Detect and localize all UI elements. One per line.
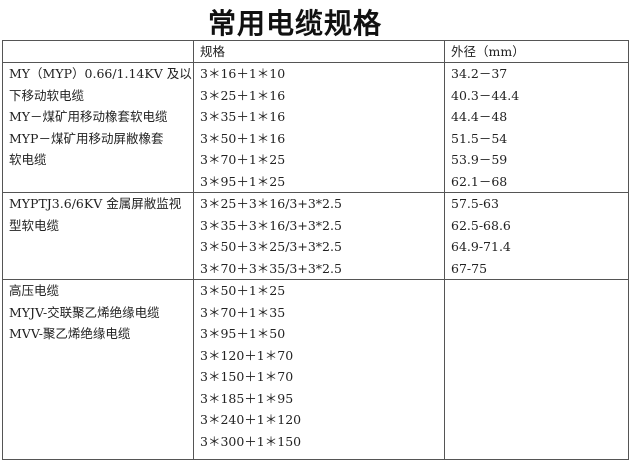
diameter-line: 57.5-63 bbox=[451, 196, 499, 211]
cable-type-line: 下移动软电缆 bbox=[9, 87, 85, 103]
spec-line: 3＊25＋3＊16/3+3*2.5 bbox=[200, 196, 342, 211]
spec-line: 3＊185＋1＊95 bbox=[200, 390, 294, 406]
diameter-line: 40.3－44.4 bbox=[451, 87, 520, 103]
spec-line: 3＊50＋1＊25 bbox=[200, 283, 286, 298]
header-row: 规格 外径（mm） bbox=[2, 40, 629, 63]
diameter-cell bbox=[444, 279, 629, 460]
spec-line: 3＊25＋1＊16 bbox=[200, 87, 286, 103]
spec-cell: 3＊50＋1＊25 3＊70＋1＊35 3＊95＋1＊50 3＊120＋1＊70 3＊1… bbox=[193, 279, 445, 460]
cable-type-cell: MYPTJ3.6/6KV 金属屏敝监视 型软电缆 bbox=[2, 192, 194, 280]
spec-line: 3＊240＋1＊120 bbox=[200, 412, 302, 427]
header-cell-diameter: 外径（mm） bbox=[444, 40, 629, 63]
cable-type-line: MYP－煤矿用移动屏敝橡套 bbox=[9, 130, 164, 146]
spec-line: 3＊70＋1＊25 bbox=[200, 152, 286, 167]
spec-line: 3＊50＋3＊25/3+3*2.5 bbox=[200, 239, 342, 254]
diameter-line: 51.5－54 bbox=[451, 130, 508, 146]
page-title: 常用电缆规格 bbox=[207, 7, 382, 40]
spec-line: 3＊50＋1＊16 bbox=[200, 130, 286, 146]
spec-line: 3＊120＋1＊70 bbox=[200, 347, 294, 363]
cable-type-line: MYJV-交联聚乙烯绝缘电缆 bbox=[9, 304, 160, 320]
spec-line: 3＊300＋1＊150 bbox=[200, 433, 302, 449]
spec-cell: 3＊16＋1＊10 3＊25＋1＊16 3＊35＋1＊16 3＊50＋1＊16 3＊70… bbox=[193, 62, 445, 193]
cable-type-line: MVV-聚乙烯绝缘电缆 bbox=[9, 326, 131, 341]
spec-line: 3＊95＋1＊25 bbox=[200, 173, 286, 189]
spec-line: 3＊35＋3＊16/3+3*2.5 bbox=[200, 217, 342, 233]
cable-type-cell: MY（MYP）0.66/1.14KV 及以 下移动软电缆 MY－煤矿用移动橡套软电缆… bbox=[2, 62, 194, 193]
cable-type-line: 高压电缆 bbox=[9, 283, 60, 298]
spec-line: 3＊70＋3＊35/3+3*2.5 bbox=[200, 260, 342, 276]
spec-line: 3＊35＋1＊16 bbox=[200, 109, 286, 124]
table-row: MY（MYP）0.66/1.14KV 及以 下移动软电缆 MY－煤矿用移动橡套软电缆… bbox=[2, 62, 629, 193]
cable-type-line: MY－煤矿用移动橡套软电缆 bbox=[9, 109, 168, 124]
spec-line: 3＊70＋1＊35 bbox=[200, 304, 286, 320]
spec-line: 3＊16＋1＊10 bbox=[200, 66, 286, 81]
cable-type-line: 软电缆 bbox=[9, 152, 47, 167]
diameter-line: 44.4－48 bbox=[451, 109, 508, 124]
spec-line: 3＊150＋1＊70 bbox=[200, 369, 294, 384]
diameter-line: 64.9-71.4 bbox=[451, 239, 511, 254]
spec-cell: 3＊25＋3＊16/3+3*2.5 3＊35＋3＊16/3+3*2.5 3＊50＋3… bbox=[193, 192, 445, 280]
diameter-cell: 57.5-63 62.5-68.6 64.9-71.4 67-75 bbox=[444, 192, 629, 280]
cable-type-line: 型软电缆 bbox=[9, 217, 60, 233]
diameter-cell: 34.2－37 40.3－44.4 44.4－48 51.5－54 53.9－59 62.… bbox=[444, 62, 629, 193]
table-row: 高压电缆 MYJV-交联聚乙烯绝缘电缆 MVV-聚乙烯绝缘电缆 3＊50＋1＊25 3＊… bbox=[2, 279, 629, 460]
cable-type-line: MYPTJ3.6/6KV 金属屏敝监视 bbox=[9, 196, 182, 211]
diameter-line: 67-75 bbox=[451, 260, 488, 276]
diameter-line: 34.2－37 bbox=[451, 66, 508, 81]
cable-type-line: MY（MYP）0.66/1.14KV 及以 bbox=[9, 66, 192, 81]
diameter-line: 62.5-68.6 bbox=[451, 217, 511, 233]
table-row: MYPTJ3.6/6KV 金属屏敝监视 型软电缆 3＊25＋3＊16/3+3*2.5… bbox=[2, 192, 629, 280]
diameter-line: 53.9－59 bbox=[451, 152, 508, 167]
cable-type-cell: 高压电缆 MYJV-交联聚乙烯绝缘电缆 MVV-聚乙烯绝缘电缆 bbox=[2, 279, 194, 460]
cable-spec-table: 规格 外径（mm） MY（MYP）0.66/1.14KV 及以 下移动软电缆 MY－… bbox=[2, 40, 629, 460]
header-cell-type bbox=[2, 40, 194, 63]
header-cell-spec: 规格 bbox=[193, 40, 445, 63]
diameter-line: 62.1－68 bbox=[451, 173, 508, 189]
spec-line: 3＊95＋1＊50 bbox=[200, 326, 286, 341]
